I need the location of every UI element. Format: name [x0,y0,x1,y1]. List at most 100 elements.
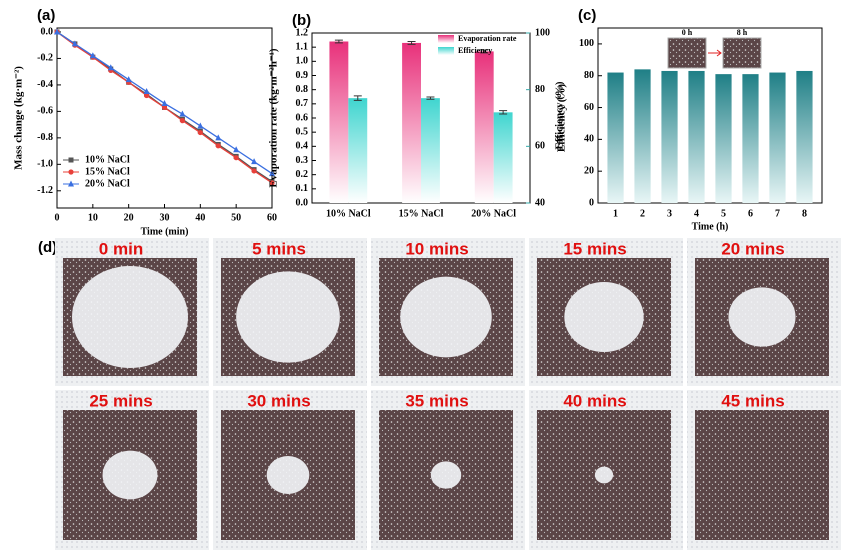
photo-caption: 10 mins [405,239,468,258]
marker [161,104,168,111]
salt-crystal [728,287,796,347]
x-tick-label: 5 [721,208,726,219]
marker [68,157,74,163]
legend-swatch [438,47,454,55]
y-tick-label: 100 [579,38,594,49]
y-tick-label: 1.2 [296,27,309,38]
y-tick-label: 80 [584,70,594,81]
salt-crystal [266,456,310,494]
marker [68,169,74,175]
y-tick-label: 0.0 [296,197,309,208]
y2-tick-label: 100 [535,27,550,38]
x-axis-label: Time (h) [692,221,729,232]
y-tick-label: 0 [589,197,594,208]
marker [233,155,239,161]
error-bar [407,41,416,45]
marker [54,28,60,35]
salt-crystal [594,466,614,484]
x-tick-label: 60 [267,212,277,223]
photo-caption: 20 mins [721,239,784,258]
x-tick-label: 50 [231,212,241,223]
y-tick-label: -1.2 [37,185,53,196]
y-tick-label: 1.0 [296,56,309,67]
bar [493,112,513,203]
legend-label: 15% NaCl [85,166,130,177]
y-tick-label: -0.6 [37,106,53,117]
salt-crystal [236,271,340,363]
salt-crystal [430,461,462,489]
salt-crystal [400,276,492,358]
x-tick-label: 7 [775,208,780,219]
marker [197,122,204,129]
y-tick-label: -0.8 [37,132,53,143]
marker [251,158,258,165]
marker [125,76,132,83]
marker [215,134,222,141]
x-tick-label: 40 [195,212,205,223]
error-bar [353,95,362,101]
inset-photo [722,37,762,69]
bar [607,72,624,203]
y-tick-label: -0.4 [37,79,53,90]
marker [107,64,114,71]
bar [742,74,759,204]
bar [329,41,349,203]
panel-label: (a) [37,7,55,24]
legend-label: Efficiency [458,46,492,55]
legend-swatch [438,35,454,43]
photo-caption: 30 mins [247,391,310,410]
marker [143,92,150,99]
panel-label: (b) [292,12,311,29]
x-tick-label: 30 [160,212,170,223]
y-tick-label: 0.0 [41,26,54,37]
marker [161,99,168,106]
y-tick-label: -1.0 [37,159,53,170]
panel-label: (d) [38,239,57,256]
y-tick-label: 0.2 [296,169,309,180]
y-axis-label: Mass change (kg·m⁻²) [13,66,25,170]
photo-caption: 5 mins [252,239,306,258]
marker [68,180,74,187]
marker [251,168,257,174]
plot-frame [597,27,823,204]
y-tick-label: 0.1 [296,183,309,194]
photo-absorber [695,410,829,540]
y-tick-label: 40 [584,134,594,145]
marker [89,52,96,59]
legend-label: 10% NaCl [85,154,130,165]
bar [796,70,813,203]
x-axis-label: Time (min) [141,226,189,237]
marker [143,88,150,95]
inset-label: 8 h [737,28,748,37]
bar [402,42,421,203]
x-tick-label: 0 [55,212,60,223]
marker [179,110,186,117]
legend-label: 20% NaCl [85,178,130,189]
inset-arrow [708,49,722,57]
x-tick-label: 15% NaCl [399,208,444,219]
y2-tick-label: 80 [535,84,545,95]
y-axis-label: Efficiency (%) [554,81,566,149]
inset-label: 0 h [682,28,693,37]
x-tick-label: 2 [640,208,645,219]
bar [661,70,678,203]
y2-tick-label: 60 [535,141,545,152]
marker [71,40,78,47]
marker [179,118,186,124]
y-tick-label: -0.2 [37,53,53,64]
photo-caption: 25 mins [89,391,152,410]
y-tick-label: 0.7 [296,98,309,109]
x-tick-label: 20 [124,212,134,223]
y-tick-label: 60 [584,102,594,113]
bar [688,70,705,203]
y-tick-label: 0.3 [296,155,309,166]
photo-caption: 15 mins [563,239,626,258]
x-tick-label: 4 [694,208,699,219]
x-tick-label: 8 [802,208,807,219]
marker [269,180,275,186]
y-tick-label: 1.1 [296,41,309,52]
error-bar [499,110,508,115]
error-bar [426,96,435,100]
x-tick-label: 20% NaCl [471,208,516,219]
